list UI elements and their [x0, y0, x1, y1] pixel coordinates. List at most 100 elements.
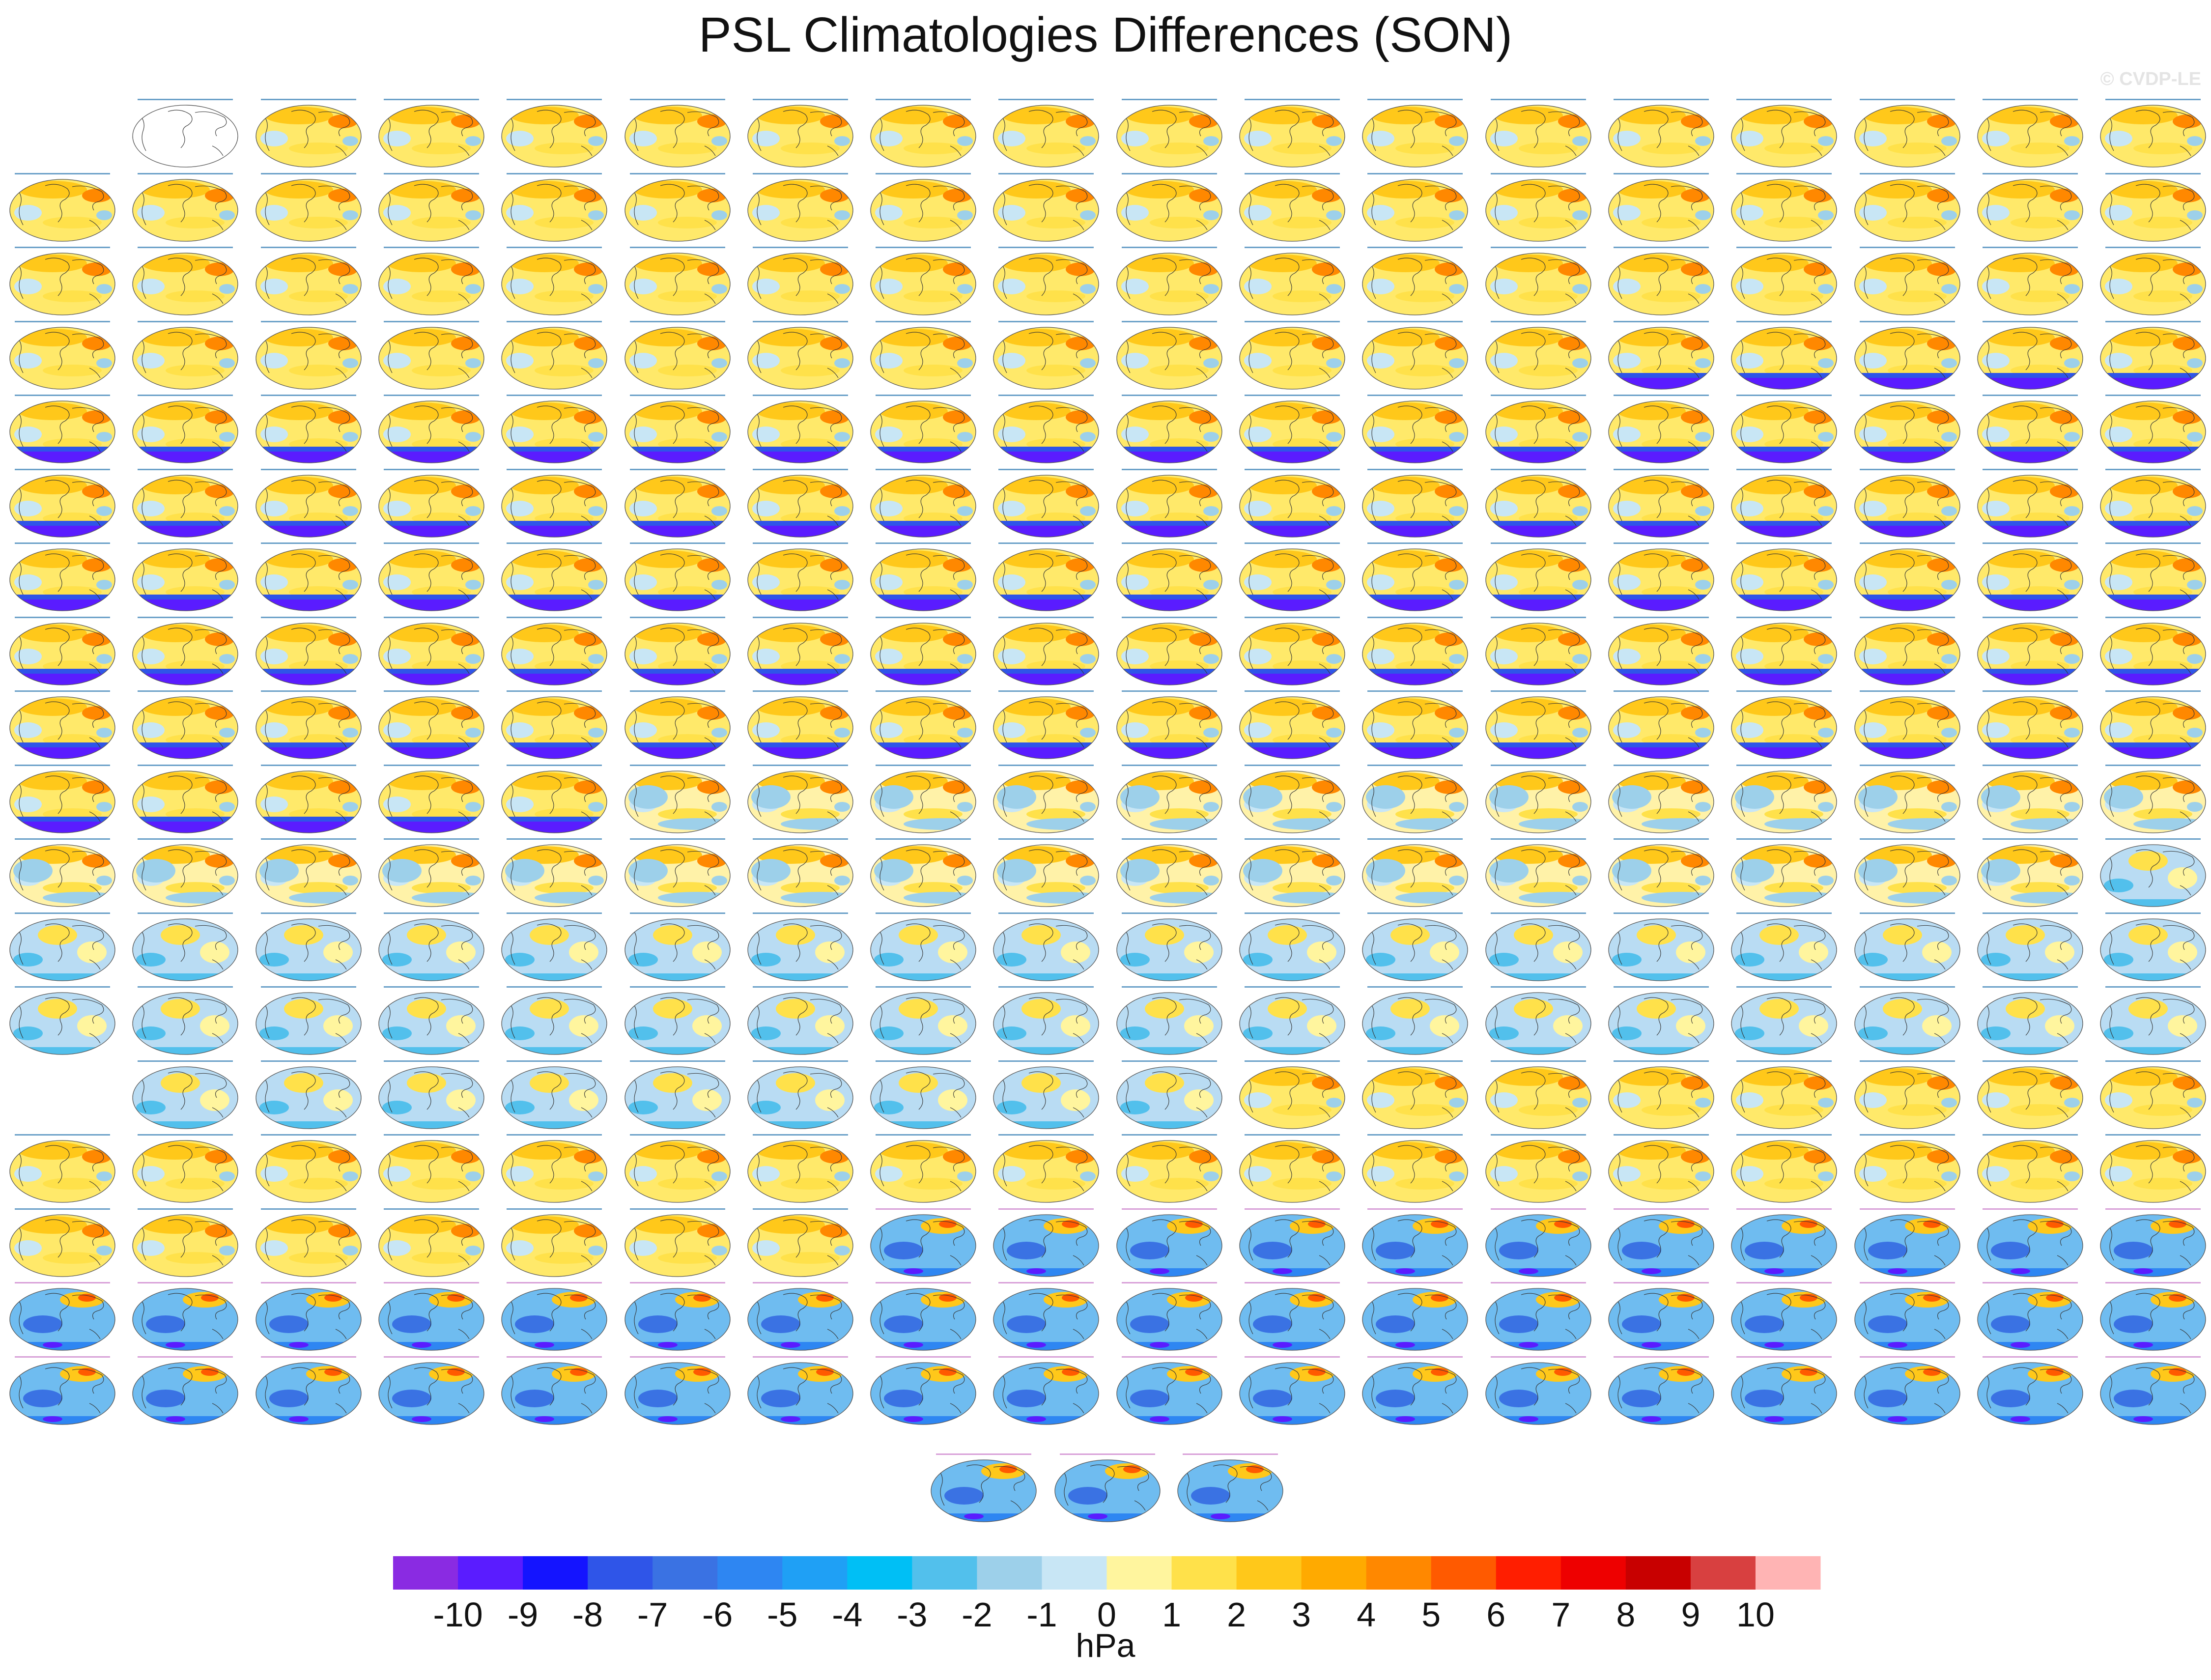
anomaly-blob: [2049, 262, 2079, 276]
panel-header-strip: [629, 320, 725, 322]
globe-rim: [870, 992, 976, 1055]
globe-rim: [1485, 474, 1591, 538]
anomaly-blob: [1326, 284, 1342, 294]
map-panel: [747, 1207, 854, 1278]
coastline: [1616, 264, 1622, 299]
globe-rim: [1362, 253, 1468, 315]
coastline: [2135, 1145, 2160, 1184]
map-panel-plot: [1054, 1453, 1161, 1522]
coastline: [687, 1073, 719, 1098]
anomaly-blob: [219, 876, 235, 885]
coastline: [264, 486, 270, 521]
chart-title: PSL Climatologies Differences (SON): [698, 7, 1513, 62]
panel-header-strip: [629, 99, 725, 100]
southern-ocean-band: [1485, 742, 1591, 747]
coastline: [950, 1033, 962, 1044]
map-panel-plot: [624, 1356, 731, 1425]
panel-header-strip: [1121, 1356, 1217, 1358]
coastline: [537, 1219, 562, 1257]
panel-header-strip: [260, 468, 356, 470]
coastline: [1811, 1107, 1822, 1117]
colorbar-swatch: [912, 1556, 977, 1590]
coastline: [168, 775, 193, 814]
panel-header-strip: [1490, 320, 1586, 322]
anomaly-blob: [1061, 1015, 1091, 1037]
map-panel: [624, 245, 731, 316]
anomaly-blob: [1120, 859, 1160, 883]
anomaly-blob: [1395, 1416, 1416, 1422]
anomaly-blob: [1002, 328, 1071, 346]
globe-rim: [870, 1288, 976, 1351]
globe-rim: [1239, 918, 1345, 981]
anomaly-blob: [2010, 882, 2069, 894]
anomaly-blob: [629, 500, 657, 516]
anomaly-blob: [43, 1342, 62, 1348]
coastline: [45, 1219, 70, 1257]
panel-header-strip: [1613, 542, 1709, 544]
anomaly-blob: [136, 1026, 166, 1040]
anomaly-blob: [1941, 358, 1957, 368]
anomaly-blob: [820, 558, 850, 572]
panel-header-strip: [752, 764, 848, 766]
anomaly-blob: [1799, 941, 1829, 963]
coastline: [195, 1294, 227, 1320]
globe-rim: [1485, 400, 1591, 463]
anomaly-blob: [18, 624, 87, 642]
coastline: [318, 259, 350, 285]
anomaly-blob: [1941, 876, 1957, 885]
anomaly-blob: [324, 1367, 342, 1376]
anomaly-blob: [96, 580, 112, 590]
map-panel: [1730, 1355, 1838, 1425]
coastline: [1179, 998, 1211, 1024]
globe-rim: [9, 178, 115, 242]
coastline: [1616, 1078, 1622, 1112]
anomaly-blob: [1203, 1171, 1219, 1181]
coastline: [1302, 185, 1334, 210]
anomaly-blob: [1736, 500, 1764, 516]
coastline: [581, 589, 593, 600]
anomaly-blob: [2169, 1367, 2187, 1376]
anomaly-blob: [1490, 648, 1518, 664]
anomaly-blob: [1149, 142, 1209, 154]
anomaly-blob: [283, 999, 323, 1019]
coastline: [1275, 332, 1300, 370]
coastline: [387, 116, 393, 151]
map-panel: [2099, 1207, 2207, 1278]
anomaly-blob: [530, 999, 569, 1019]
map-panel: [9, 763, 116, 834]
coastline: [633, 116, 638, 151]
coastline: [414, 1219, 439, 1257]
coastline: [1494, 782, 1500, 817]
anomaly-blob: [1863, 698, 1932, 716]
anomaly-blob: [1366, 1026, 1396, 1040]
anomaly-blob: [1062, 1220, 1080, 1228]
panel-header-strip: [1490, 690, 1586, 692]
anomaly-blob: [1818, 284, 1834, 294]
southern-ocean-band: [378, 742, 484, 747]
coastline: [756, 1299, 762, 1335]
map-panel: [1608, 1059, 1715, 1130]
coastline: [1917, 851, 1949, 876]
anomaly-blob: [1680, 188, 1710, 202]
colorbar-swatch: [393, 1556, 458, 1590]
coastline: [1247, 1373, 1253, 1408]
coastline: [660, 257, 685, 296]
globe-rim: [378, 1362, 484, 1425]
map-panel: [255, 97, 362, 168]
anomaly-blob: [411, 1342, 431, 1348]
globe-rim: [1608, 1362, 1714, 1425]
colorbar-tick-label: -1: [1026, 1595, 1057, 1634]
coastline: [1794, 481, 1826, 506]
anomaly-blob: [1941, 284, 1957, 294]
anomaly-blob: [780, 1416, 800, 1422]
coastline: [195, 629, 227, 654]
globe-rim: [501, 548, 607, 611]
anomaly-blob: [693, 1367, 711, 1376]
coastline: [1934, 811, 1945, 822]
coastline: [581, 367, 593, 378]
coastline: [89, 663, 101, 674]
coastline: [1370, 338, 1376, 373]
anomaly-blob: [570, 1294, 588, 1302]
coastline: [335, 219, 347, 230]
coastline: [195, 777, 227, 802]
